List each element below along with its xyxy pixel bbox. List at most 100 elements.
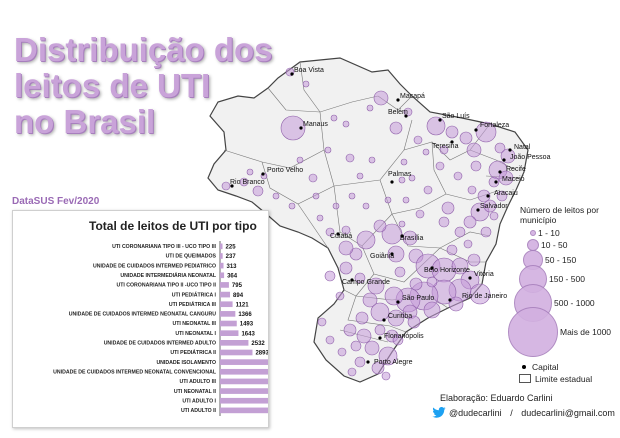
bar-value-label: 237 <box>226 254 237 260</box>
municipality-bubble <box>413 135 423 145</box>
capital-dot <box>299 126 303 130</box>
municipality-bubble <box>463 215 477 229</box>
title-line-3: no Brasil <box>14 103 156 140</box>
municipality-bubble <box>356 172 364 180</box>
bar-category-label: UTI NEONATAL I <box>175 331 216 337</box>
capital-dot <box>450 140 454 144</box>
municipality-bubble <box>463 239 473 249</box>
municipality-bubble <box>387 309 405 327</box>
municipality-bubble <box>384 196 392 204</box>
municipality-bubble <box>356 328 372 344</box>
bar-value-label: 894 <box>233 293 244 299</box>
capital-label: Recife <box>506 166 526 173</box>
municipality-bubble <box>384 286 404 306</box>
bar-category-label: UNIDADE DE CUIDADOS INTERMED NEONATAL CO… <box>53 369 217 375</box>
data-source: DataSUS Fev/2020 <box>12 196 100 207</box>
bar-category-label: UTI PEDIÁTRICA I <box>172 291 217 298</box>
capital-label: Manaus <box>303 121 328 128</box>
municipality-bubble <box>408 174 416 182</box>
legend-label: 1 - 10 <box>538 228 560 238</box>
bar <box>220 340 249 346</box>
municipality-bubble <box>454 226 466 238</box>
municipality-bubble <box>325 227 335 237</box>
municipality-bubble <box>381 223 403 245</box>
bar-category-label: UNIDADE ISOLAMENTO <box>156 360 216 366</box>
municipality-bubble <box>345 153 355 163</box>
legend-label: 150 - 500 <box>549 274 585 284</box>
capital-dot <box>378 336 382 340</box>
municipality-bubble <box>337 347 347 357</box>
municipality-bubble <box>325 335 335 345</box>
legend-circle <box>508 307 558 357</box>
municipality-bubble <box>371 361 385 375</box>
capital-dot <box>476 208 480 212</box>
capital-dot <box>396 300 400 304</box>
bar <box>220 407 268 414</box>
municipality-bubble <box>381 371 391 381</box>
capital-dot <box>390 252 394 256</box>
legend-label: Mais de 1000 <box>560 327 612 337</box>
municipality-bubble <box>392 334 404 346</box>
bar-value-label: 364 <box>227 273 238 279</box>
bar-category-label: UTI CORONARIANA TIPO III - UCO TIPO III <box>112 244 216 250</box>
twitter-handle: @dudecarlini <box>449 408 502 418</box>
bar <box>220 301 233 308</box>
municipality-bubble <box>356 230 376 250</box>
capital-dot <box>350 278 354 282</box>
municipality-bubble <box>407 315 421 329</box>
bar <box>220 320 237 327</box>
bar-category-label: UNIDADE DE CUIDADOS INTERMED NEONATAL CA… <box>69 312 217 318</box>
bar-category-label: UNIDADE DE CUIDADOS INTERMED ADULTO <box>104 341 216 347</box>
credits-separator: / <box>510 408 513 418</box>
municipality-bubble <box>389 121 403 135</box>
bar <box>220 311 236 317</box>
municipality-bubble <box>364 340 380 356</box>
municipality-bubble <box>373 219 387 233</box>
municipality-bubble <box>362 292 378 308</box>
capital-dot <box>468 276 472 280</box>
capital-dot <box>261 172 265 176</box>
municipality-bubble <box>354 356 366 368</box>
municipality-bubble <box>339 261 353 275</box>
municipality-bubble <box>324 270 336 282</box>
twitter-bird-icon <box>432 407 446 418</box>
municipality-bubble <box>239 177 249 187</box>
municipality-bubble <box>343 323 357 337</box>
bar <box>220 349 253 356</box>
legend-label: 50 - 150 <box>545 255 577 265</box>
municipality-bubble <box>496 190 508 202</box>
municipality-bubble <box>347 367 357 377</box>
capital-dot <box>396 98 400 102</box>
municipality-bubble <box>324 146 332 154</box>
municipality-bubble <box>288 202 296 210</box>
municipality-bubble <box>409 277 423 291</box>
bar <box>220 282 229 288</box>
municipality-bubble <box>467 253 481 267</box>
bar-category-label: UTI NEONATAL III <box>172 321 216 327</box>
capital-label: Goiânia <box>370 253 394 260</box>
bar-value-label: 1121 <box>236 302 250 308</box>
municipality-bubble <box>466 142 482 158</box>
capital-dot <box>474 128 478 132</box>
bar <box>220 378 268 385</box>
municipality-bubble <box>415 209 425 219</box>
bar-value-label: 1643 <box>241 331 255 337</box>
municipality-bubble <box>398 220 406 228</box>
size-legend: Número de leitos por município 1 - 10 10 … <box>508 205 615 385</box>
municipality-bubble <box>330 114 338 122</box>
capital-label: Florianópolis <box>384 333 424 340</box>
capital-dot-icon <box>522 365 526 369</box>
municipality-bubble <box>302 80 310 88</box>
bar <box>220 291 231 298</box>
capital-label: Capital <box>532 362 559 372</box>
municipality-bubble <box>312 192 320 200</box>
municipality-bubble <box>332 202 340 210</box>
municipality-bubble <box>446 244 458 256</box>
bubble-layer <box>221 67 516 381</box>
bar-category-label: UTI NEONATAL II <box>174 389 217 395</box>
municipality-bubble <box>374 324 386 336</box>
bar <box>220 262 224 269</box>
bar <box>220 272 225 279</box>
capital-dot <box>448 298 452 302</box>
capital-label: São Luís <box>442 113 470 120</box>
